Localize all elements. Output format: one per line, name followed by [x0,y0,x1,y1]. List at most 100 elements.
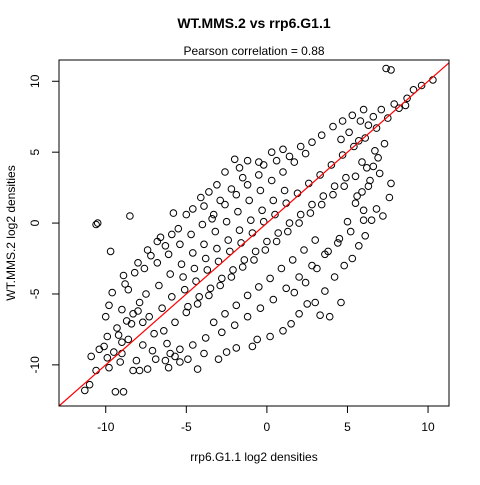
data-point [151,355,160,364]
data-point [209,318,218,327]
data-point [308,200,316,209]
data-point [155,281,163,290]
data-point [330,273,339,281]
data-point [321,287,329,295]
data-point [161,356,170,365]
data-point [160,327,168,335]
data-point [227,185,236,193]
x-tick-label: 5 [344,420,351,434]
data-point [358,188,366,196]
data-point [222,348,231,356]
y-tick-label: -5 [28,288,42,299]
data-point [295,310,303,318]
data-point [124,285,133,294]
data-point [329,122,337,131]
data-point [340,261,349,270]
data-point [337,135,345,144]
y-tick-label: -10 [28,356,42,374]
data-point [143,365,152,373]
data-point [200,349,208,358]
data-point [355,137,363,145]
data-point [168,230,176,239]
data-point [301,149,310,158]
chart-subtitle: Pearson correlation = 0.88 [183,44,324,58]
data-point [156,233,165,242]
data-point [327,161,336,169]
data-point [201,334,210,342]
data-point [147,251,155,260]
data-point [311,298,320,307]
data-point [301,278,310,287]
data-point [284,227,292,236]
data-point [266,332,274,341]
data-point [184,302,192,311]
data-point [81,386,89,395]
data-point [184,355,192,364]
data-point [224,236,232,244]
data-point [189,205,197,213]
data-point [338,117,347,125]
data-point [200,240,208,249]
data-point [106,247,115,256]
data-point [316,171,324,179]
data-point [384,114,392,122]
data-point [211,227,220,236]
data-point [288,256,297,264]
data-point [122,317,131,325]
data-point [203,266,212,274]
data-point [348,111,357,120]
data-point [267,148,276,156]
data-point [227,273,236,281]
data-point [169,209,178,217]
data-point [232,190,241,199]
data-point [164,250,173,259]
data-point [295,219,303,227]
data-point [337,298,345,307]
data-point [269,295,278,304]
data-point [254,171,263,179]
data-point [189,341,197,349]
data-point [359,216,368,224]
data-point [118,305,126,314]
data-point [108,288,116,297]
data-point [222,217,231,226]
data-point [251,247,260,256]
x-tick-label: 0 [264,420,271,434]
data-point [142,290,150,298]
data-point [182,308,191,317]
data-point [274,229,283,237]
data-point [166,349,174,358]
data-point [158,304,166,313]
data-point [311,236,320,244]
data-point [101,312,110,321]
data-point [150,329,158,338]
data-point [330,182,339,190]
data-point [235,164,244,172]
x-tick-label: -10 [97,420,115,434]
data-point [214,355,223,364]
data-point [356,117,365,125]
data-point [403,94,411,103]
chart-title: WT.MMS.2 vs rrp6.G1.1 [177,15,330,31]
data-point [235,226,244,234]
data-point [308,261,316,270]
data-point [105,301,113,310]
data-point [201,254,210,263]
data-point [355,242,363,250]
data-point [234,207,242,216]
data-point [192,277,200,286]
data-point [259,217,268,226]
data-point [395,104,403,112]
data-point [110,348,118,356]
data-point [176,345,184,354]
data-point [303,300,312,308]
data-point [417,81,426,90]
data-point [334,239,342,247]
data-point [143,246,152,254]
data-point [317,200,326,209]
data-point [238,173,247,182]
data-point [164,363,173,372]
data-point [229,266,237,274]
data-point [259,161,268,169]
y-tick-label: 0 [28,219,42,226]
